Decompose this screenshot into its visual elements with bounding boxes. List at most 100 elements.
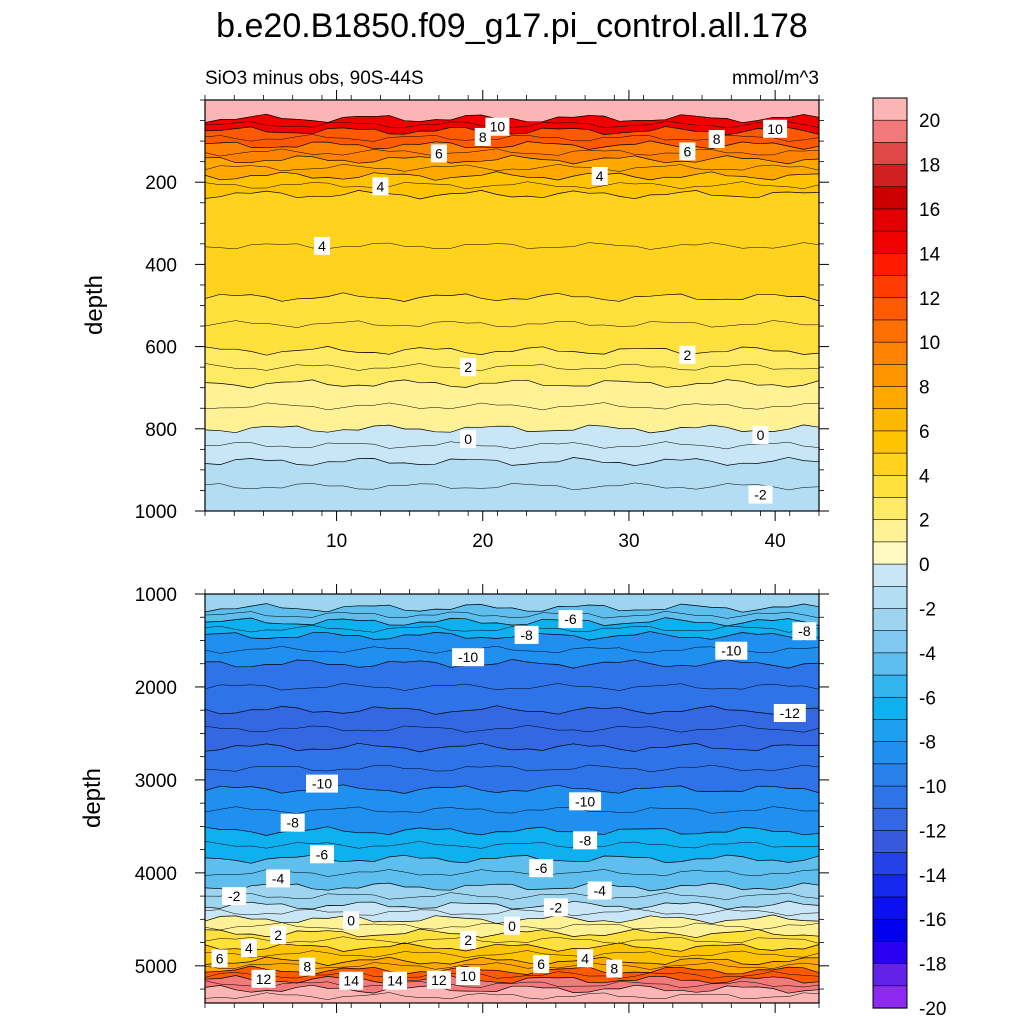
upper-contour-label: -2 [748, 485, 773, 504]
lower-contour-label-text: 6 [537, 956, 545, 972]
lower-contour-line [205, 841, 819, 849]
upper-contour-line [205, 320, 819, 328]
upper-contour-label-text: 6 [435, 145, 443, 161]
lower-contour-label: -10 [306, 774, 338, 793]
upper-contour-label: 8 [474, 128, 491, 146]
upper-contour-label: 0 [460, 430, 477, 449]
lower-contour-label-bg [251, 969, 276, 988]
colorbar-box [872, 319, 908, 343]
lower-contour-label-bg [310, 845, 334, 864]
colorbar-box [872, 741, 908, 765]
colorbar-box [872, 519, 908, 543]
lower-contour-label-text: 0 [347, 912, 355, 928]
lower-x-ticks [204, 584, 820, 1013]
upper-contour-line [205, 242, 819, 250]
lower-contour-label: -4 [587, 881, 612, 900]
upper-contour-label-text: 0 [757, 427, 765, 443]
colorbar-box [872, 364, 908, 388]
lower-contour-line [205, 764, 819, 773]
lower-contour-label-bg [343, 911, 360, 930]
lower-contour-label: 2 [460, 930, 477, 949]
colorbar-box [872, 896, 908, 920]
lower-contour-label-text: -8 [520, 627, 533, 643]
lower-contour-line [205, 806, 819, 814]
lower-contour-label-text: 0 [508, 918, 516, 934]
colorbar-box [872, 541, 908, 565]
colorbar-label: -12 [919, 821, 946, 842]
lower-contour-label-text: -12 [780, 705, 800, 721]
upper-contour-label: 10 [485, 117, 510, 136]
lower-contour-label-bg [452, 648, 485, 667]
lower-contour-label-text: -8 [286, 815, 299, 831]
colorbar-label: 20 [919, 111, 940, 132]
upper-contour-label: 4 [372, 177, 389, 196]
lower-contour-label-text: 6 [216, 950, 224, 966]
lower-contour-label: -2 [222, 887, 247, 906]
lower-contour-label-bg [383, 971, 407, 990]
upper-contour-label-text: 4 [596, 168, 604, 184]
colorbar-label: -6 [919, 688, 936, 709]
lower-contour-label-text: 4 [245, 940, 253, 956]
colorbar-label: -20 [919, 999, 946, 1020]
lower-contour-label: 8 [299, 957, 316, 976]
colorbar-box [872, 119, 908, 143]
lower-contour-line [205, 659, 819, 669]
colorbar-box [872, 341, 908, 365]
upper-contour-label: 4 [591, 167, 608, 185]
upper-contour-line [205, 482, 819, 491]
upper-contour-label-bg [752, 426, 769, 444]
lower-contour-label-bg [211, 949, 228, 968]
colorbar-box [872, 430, 908, 454]
colorbar-label: 6 [919, 422, 930, 443]
upper-contour-line [205, 154, 819, 165]
lower-contour-label: 2 [270, 926, 287, 945]
lower-contour-label: -10 [452, 648, 485, 667]
lower-contour-line [205, 942, 819, 952]
lower-contour-label: 12 [426, 970, 451, 989]
colorbar-label: -2 [919, 600, 936, 621]
lower-contour-label-text: 2 [274, 927, 282, 943]
colorbar-box [872, 497, 908, 521]
lower-contour-label-text: 10 [460, 968, 476, 984]
colorbar-box [872, 275, 908, 299]
upper-contour-line [205, 171, 819, 181]
lower-contour-line [205, 882, 819, 892]
lower-contour-label-bg [543, 898, 568, 917]
colorbar-box [872, 852, 908, 876]
upper-contour-label: 2 [679, 345, 696, 364]
colorbar-labels: 20181614121086420-2-4-6-8-10-12-14-16-18… [919, 111, 947, 1020]
upper-contour-label-bg [591, 167, 608, 185]
lower-contour-label: -10 [715, 641, 748, 660]
upper-zone [205, 190, 819, 302]
upper-contour-label-text: 8 [479, 129, 487, 145]
lower-contour-label-bg [299, 957, 316, 976]
upper-contour-label-text: 2 [464, 359, 472, 375]
lower-contour-label: 14 [383, 971, 407, 990]
upper-contour-label: 8 [708, 130, 725, 148]
upper-contour-line [205, 379, 819, 389]
colorbar-box [872, 253, 908, 277]
colorbar-box [872, 97, 908, 121]
lower-contour-label: -2 [543, 898, 568, 917]
lower-contour-line [205, 975, 819, 985]
upper-y-tick-label: 200 [145, 173, 177, 194]
upper-zone [205, 424, 819, 466]
lower-contour-label: 0 [504, 916, 520, 935]
upper-y-tick-label: 1000 [135, 502, 177, 523]
upper-contour-label-text: -2 [754, 487, 767, 503]
upper-contour-label: 2 [460, 358, 477, 377]
lower-contour-label: -10 [569, 792, 602, 811]
colorbar-label: 14 [919, 244, 941, 265]
colorbar-box [872, 630, 908, 654]
upper-contour-label-bg [679, 142, 696, 161]
lower-contour-label-text: -2 [550, 899, 563, 915]
lower-contour-line [205, 854, 819, 864]
lower-contour-label-bg [533, 955, 550, 973]
colorbar-label: -10 [919, 777, 946, 798]
lower-contour-label-text: -8 [579, 832, 592, 848]
lower-zone [205, 882, 819, 910]
